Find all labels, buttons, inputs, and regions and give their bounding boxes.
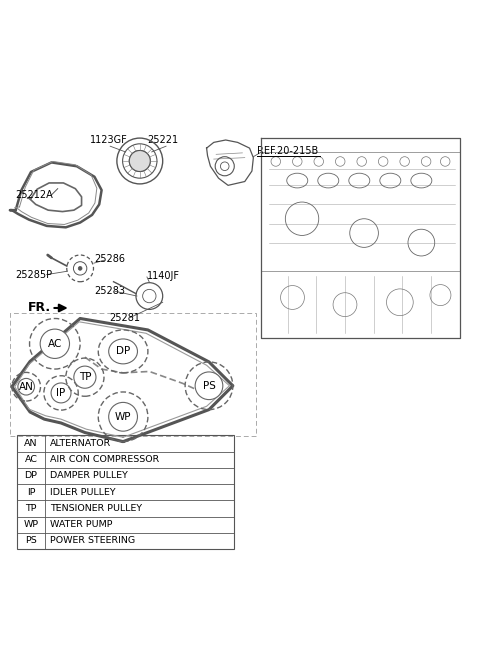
Text: TP: TP <box>25 504 37 513</box>
Text: DAMPER PULLEY: DAMPER PULLEY <box>50 472 128 480</box>
Text: WP: WP <box>115 412 132 422</box>
Text: 25212A: 25212A <box>16 190 53 200</box>
Text: AN: AN <box>24 439 38 448</box>
Text: POWER STEERING: POWER STEERING <box>50 536 135 545</box>
Ellipse shape <box>51 383 71 403</box>
Text: 25285P: 25285P <box>16 269 53 280</box>
Text: TP: TP <box>79 372 91 382</box>
Text: AIR CON COMPRESSOR: AIR CON COMPRESSOR <box>50 455 159 464</box>
Ellipse shape <box>108 339 137 364</box>
Text: IP: IP <box>27 487 35 497</box>
Text: 1123GF: 1123GF <box>90 135 127 145</box>
Text: 25286: 25286 <box>95 254 125 264</box>
Text: WP: WP <box>24 520 38 529</box>
Text: TENSIONER PULLEY: TENSIONER PULLEY <box>50 504 142 513</box>
Text: 1140JF: 1140JF <box>147 271 180 281</box>
Circle shape <box>78 267 82 270</box>
Text: ALTERNATOR: ALTERNATOR <box>50 439 111 448</box>
Ellipse shape <box>74 366 96 388</box>
Text: REF.20-215B: REF.20-215B <box>257 146 318 156</box>
Text: WATER PUMP: WATER PUMP <box>50 520 113 529</box>
Text: DP: DP <box>116 346 130 356</box>
Circle shape <box>129 150 150 171</box>
Text: 25221: 25221 <box>147 135 178 145</box>
Ellipse shape <box>40 329 70 359</box>
Text: 25281: 25281 <box>109 313 140 323</box>
Text: FR.: FR. <box>28 302 51 315</box>
Ellipse shape <box>195 372 223 399</box>
Text: PS: PS <box>203 381 216 391</box>
Text: IDLER PULLEY: IDLER PULLEY <box>50 487 116 497</box>
Text: AC: AC <box>24 455 37 464</box>
Ellipse shape <box>18 378 35 395</box>
Text: 25283: 25283 <box>95 286 125 296</box>
Text: AC: AC <box>48 339 62 349</box>
Text: IP: IP <box>57 388 66 398</box>
Text: DP: DP <box>24 472 37 480</box>
Ellipse shape <box>108 402 137 431</box>
Text: AN: AN <box>19 382 34 392</box>
Text: PS: PS <box>25 536 37 545</box>
